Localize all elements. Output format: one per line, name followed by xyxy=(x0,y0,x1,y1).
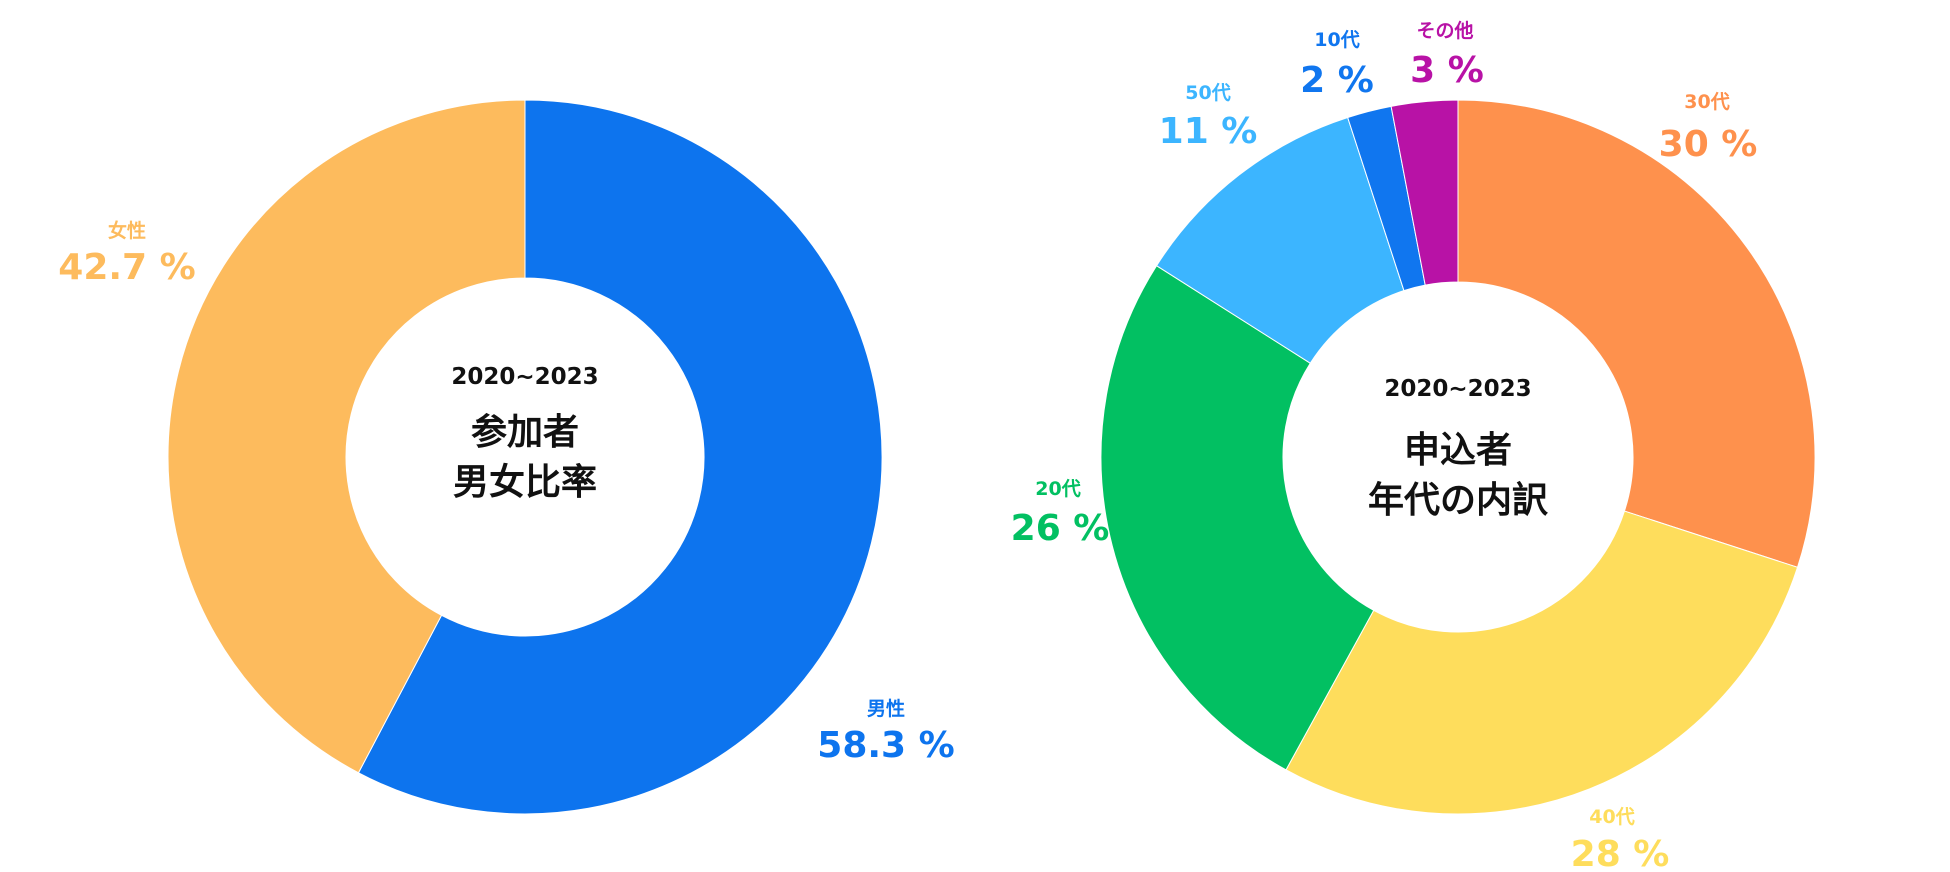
age-slices xyxy=(1100,99,1816,815)
donut-slice-1-5 xyxy=(1390,99,1459,286)
slice-label-other-name: その他 xyxy=(1416,19,1473,42)
donut-chart-gender: 2020~2023 参加者 男女比率 男性 58.3 % 女性 42.7 % xyxy=(58,99,955,815)
slice-label-male-value: 58.3 % xyxy=(817,725,954,766)
donut-chart-age: 2020~2023 申込者 年代の内訳 30代 30 % 40代 28 % 20… xyxy=(1011,19,1816,872)
gender-center-title-line-1: 参加者 xyxy=(471,412,579,453)
age-center-title-line-1: 申込者 xyxy=(1404,430,1512,471)
slice-label-50s-value: 11 % xyxy=(1159,111,1258,152)
slice-label-50s-name: 50代 xyxy=(1185,82,1230,104)
gender-center-years: 2020~2023 xyxy=(451,364,598,390)
age-center-title-line-2: 年代の内訳 xyxy=(1368,480,1549,521)
slice-label-20s-name: 20代 xyxy=(1035,478,1080,500)
gender-center-title-line-2: 男女比率 xyxy=(453,462,597,503)
slice-label-female-name: 女性 xyxy=(108,219,146,242)
gender-slices xyxy=(167,99,883,815)
donut-slice-0-0 xyxy=(357,99,883,815)
slice-label-female-value: 42.7 % xyxy=(58,247,195,288)
slice-label-20s-value: 26 % xyxy=(1011,508,1110,549)
slice-label-male-name: 男性 xyxy=(867,697,905,720)
age-center-years: 2020~2023 xyxy=(1384,376,1531,402)
donut-slice-0-1 xyxy=(167,99,526,774)
donut-slice-1-3 xyxy=(1155,116,1405,364)
slice-label-30s-value: 30 % xyxy=(1659,124,1758,165)
slice-label-other-value: 3 % xyxy=(1410,50,1484,91)
slice-label-10s-value: 2 % xyxy=(1300,60,1374,101)
slice-label-40s-value: 28 % xyxy=(1571,834,1670,872)
slice-label-30s-name: 30代 xyxy=(1684,91,1729,113)
slice-label-10s-name: 10代 xyxy=(1314,29,1359,51)
donut-slice-1-0 xyxy=(1457,99,1816,568)
slice-label-40s-name: 40代 xyxy=(1589,806,1634,828)
donut-slice-1-2 xyxy=(1100,265,1375,771)
donut-slice-1-1 xyxy=(1285,510,1799,815)
